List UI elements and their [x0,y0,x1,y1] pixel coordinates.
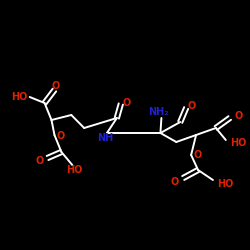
Text: O: O [235,111,243,121]
Text: HO: HO [230,138,246,148]
Text: O: O [171,177,179,187]
Text: NH₂: NH₂ [148,107,169,117]
Text: O: O [194,150,202,160]
Text: O: O [187,101,195,111]
Text: O: O [51,81,60,91]
Text: HO: HO [11,92,28,102]
Text: NH: NH [97,133,113,143]
Text: O: O [123,98,131,108]
Text: O: O [56,131,64,141]
Text: HO: HO [217,179,233,189]
Text: O: O [35,156,44,166]
Text: HO: HO [66,165,82,175]
